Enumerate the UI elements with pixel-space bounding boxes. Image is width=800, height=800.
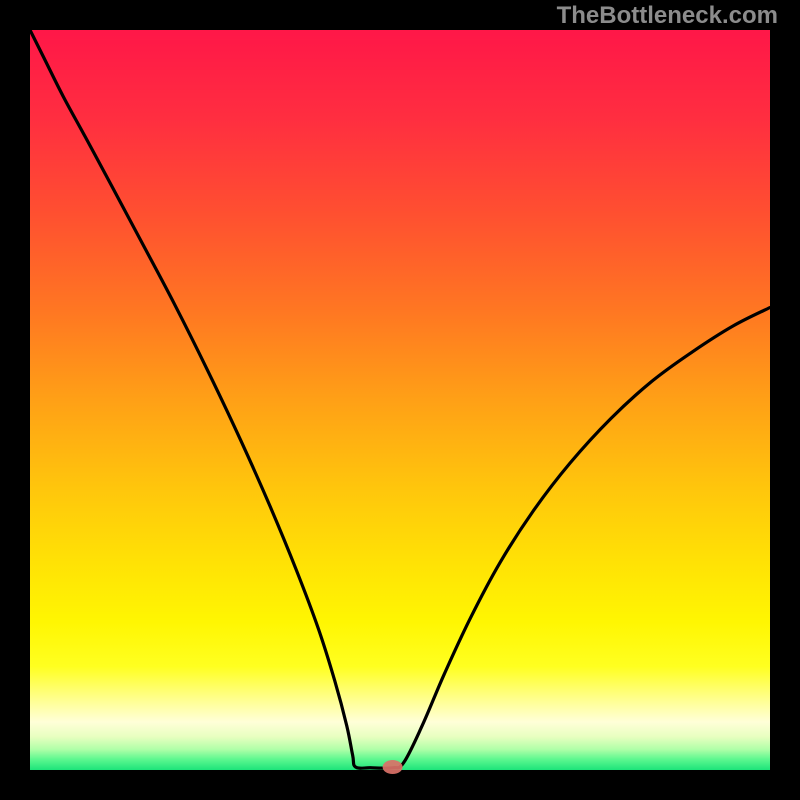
plot-area (30, 30, 770, 770)
watermark-text: TheBottleneck.com (557, 2, 778, 30)
chart-root: TheBottleneck.com (0, 0, 800, 800)
